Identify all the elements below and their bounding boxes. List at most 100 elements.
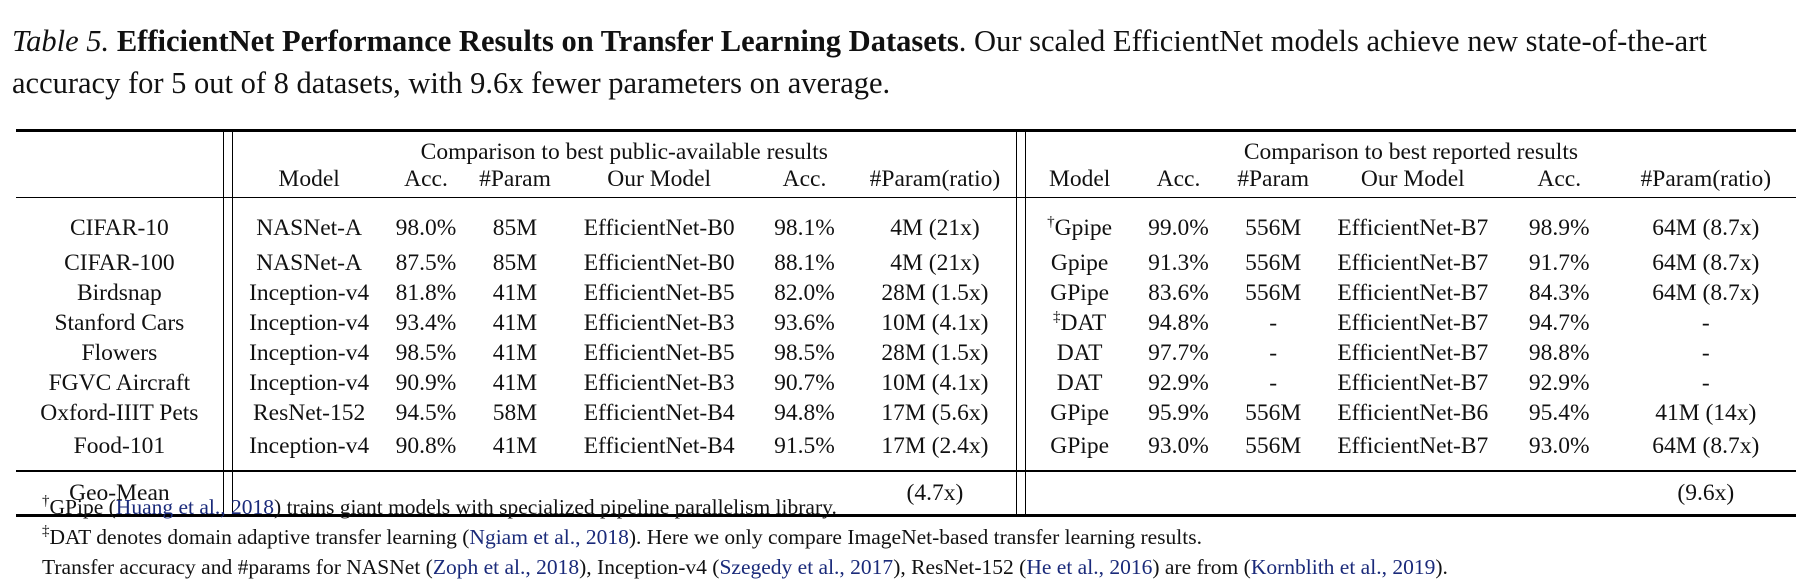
cell-our-param: 10M (4.1x) (881, 309, 989, 336)
col-header: Acc. (754, 166, 855, 198)
results-table: Comparison to best public-available resu… (16, 129, 1796, 517)
cell-pub-acc: 98.0% (395, 214, 457, 241)
cell-our-param: 17M (5.6x) (881, 399, 989, 426)
dataset-name: Birdsnap (76, 279, 162, 306)
table-row: Stanford Cars Inception-v4 93.4% 41M Efficie… (16, 308, 1796, 338)
cell-our2-model: EfficientNet-B7 (1337, 432, 1489, 459)
footnote-mark: † (1047, 213, 1055, 230)
cell-our2-acc: 93.0% (1528, 432, 1590, 459)
dataset-name: Oxford-IIIT Pets (40, 399, 199, 426)
cell-our-acc: 94.8% (774, 399, 835, 426)
table-row: Flowers Inception-v4 98.5% 41M EfficientNet-… (16, 338, 1796, 368)
citation-link[interactable]: Zoph et al., 2018 (432, 555, 580, 579)
cell-our2-param: - (1701, 309, 1710, 336)
citation-link[interactable]: Ngiam et al., 2018 (469, 525, 629, 549)
table-body: CIFAR-10 NASNet-A 98.0% 85M EfficientNet-B0 9… (16, 197, 1796, 471)
cell-our-model: EfficientNet-B0 (583, 214, 735, 241)
cell-rep-model: DAT (1056, 369, 1103, 396)
cell-rep-param: 556M (1245, 279, 1302, 306)
cell-pub-param: 41M (492, 339, 538, 366)
cell-rep-acc: 95.9% (1148, 399, 1209, 426)
cell-our-acc: 98.5% (774, 339, 835, 366)
cell-our-model: EfficientNet-B5 (583, 279, 735, 306)
cell-our-param: 17M (2.4x) (881, 432, 989, 459)
cell-our2-acc: 98.9% (1528, 214, 1590, 241)
table-row: CIFAR-10 NASNet-A 98.0% 85M EfficientNet-B0 9… (16, 197, 1796, 248)
col-header: #Param (1223, 166, 1323, 198)
footnote-sources: Transfer accuracy and #params for NASNet… (42, 555, 1448, 579)
cell-rep-acc: 91.3% (1148, 249, 1209, 276)
cell-our2-acc: 98.8% (1528, 339, 1590, 366)
cell-pub-acc: 81.8% (395, 279, 457, 306)
col-header: Our Model (563, 166, 755, 198)
cell-rep-acc: 92.9% (1148, 369, 1209, 396)
cell-pub-model: NASNet-A (256, 214, 362, 241)
cell-our-acc: 82.0% (774, 279, 835, 306)
cell-rep-param: - (1269, 309, 1278, 336)
cell-rep-model: †Gpipe (1047, 213, 1113, 241)
cell-rep-acc: 97.7% (1148, 339, 1209, 366)
cell-our2-model: EfficientNet-B7 (1337, 214, 1489, 241)
footnote-mark: ‡ (1053, 308, 1061, 325)
cell-our2-param: - (1701, 339, 1710, 366)
cell-our2-param: 64M (8.7x) (1652, 432, 1760, 459)
cell-our-model: EfficientNet-B3 (583, 369, 735, 396)
cell-pub-model: Inception-v4 (249, 279, 370, 306)
cell-rep-param: 556M (1245, 399, 1302, 426)
cell-rep-model: Gpipe (1050, 249, 1109, 276)
group-public-header: Comparison to best public-available resu… (420, 139, 828, 165)
cell-our2-param: - (1701, 369, 1710, 396)
cell-rep-model: DAT (1056, 339, 1103, 366)
cell-pub-param: 41M (492, 309, 538, 336)
cell-our2-param: 64M (8.7x) (1652, 279, 1760, 306)
dagger-mark: † (42, 493, 50, 509)
cell-pub-acc: 90.8% (395, 432, 457, 459)
cell-pub-acc: 98.5% (395, 339, 457, 366)
cell-our2-model: EfficientNet-B7 (1337, 339, 1489, 366)
citation-link[interactable]: Huang et al., 2018 (115, 495, 275, 519)
table-caption: Table 5. EfficientNet Performance Result… (12, 20, 1802, 104)
double-dagger-mark: ‡ (42, 523, 50, 539)
citation-link[interactable]: Szegedy et al., 2017 (719, 555, 894, 579)
cell-our-param: 28M (1.5x) (881, 339, 989, 366)
cell-rep-param: 556M (1245, 249, 1302, 276)
cell-our-acc: 91.5% (774, 432, 835, 459)
table-row: CIFAR-100 NASNet-A 87.5% 85M EfficientNet-B0… (16, 248, 1796, 278)
cell-our-param: 4M (21x) (890, 214, 980, 241)
dataset-name: Stanford Cars (54, 309, 185, 336)
cell-rep-model: GPipe (1050, 399, 1110, 426)
cell-rep-param: - (1269, 369, 1278, 396)
cell-our2-model: EfficientNet-B7 (1337, 309, 1489, 336)
cell-our2-acc: 94.7% (1528, 309, 1590, 336)
cell-our2-param: 64M (8.7x) (1652, 214, 1760, 241)
footnote-dat: ‡DAT denotes domain adaptive transfer le… (42, 523, 1202, 550)
cell-our-acc: 88.1% (774, 249, 835, 276)
cell-pub-param: 41M (492, 369, 538, 396)
table-row: FGVC Aircraft Inception-v4 90.9% 41M Efficie… (16, 368, 1796, 398)
dataset-name: Flowers (81, 339, 158, 366)
cell-our-param: 10M (4.1x) (881, 369, 989, 396)
geo-mean-label: Geo-Mean (16, 470, 224, 516)
cell-our2-model: EfficientNet-B7 (1337, 279, 1489, 306)
cell-pub-acc: 94.5% (395, 399, 457, 426)
column-header-row: Model Acc. #Param Our Model Acc. #Param(… (16, 166, 1796, 198)
cell-our-param: 4M (21x) (890, 249, 980, 276)
geo-mean-reported: (9.6x) (1615, 470, 1796, 516)
footnote-gpipe: †GPipe (Huang et al., 2018) trains giant… (42, 493, 837, 520)
cell-pub-model: Inception-v4 (249, 369, 370, 396)
cell-our2-param: 41M (14x) (1655, 399, 1757, 426)
col-header: Acc. (1502, 166, 1616, 198)
citation-link[interactable]: Kornblith et al., 2019 (1250, 555, 1436, 579)
table-row: Oxford-IIIT Pets ResNet-152 94.5% 58M Effici… (16, 398, 1796, 428)
cell-rep-acc: 93.0% (1148, 432, 1209, 459)
dataset-name: CIFAR-100 (64, 249, 175, 276)
cell-our2-model: EfficientNet-B6 (1337, 399, 1489, 426)
citation-link[interactable]: He et al., 2016 (1026, 555, 1153, 579)
cell-pub-model: NASNet-A (256, 249, 362, 276)
cell-rep-acc: 94.8% (1148, 309, 1209, 336)
caption-title: EfficientNet Performance Results on Tran… (116, 24, 959, 58)
cell-rep-model: GPipe (1050, 279, 1110, 306)
col-header: #Param(ratio) (854, 166, 1017, 198)
cell-pub-param: 85M (492, 249, 538, 276)
footnotes: †GPipe (Huang et al., 2018) trains giant… (42, 492, 1802, 582)
